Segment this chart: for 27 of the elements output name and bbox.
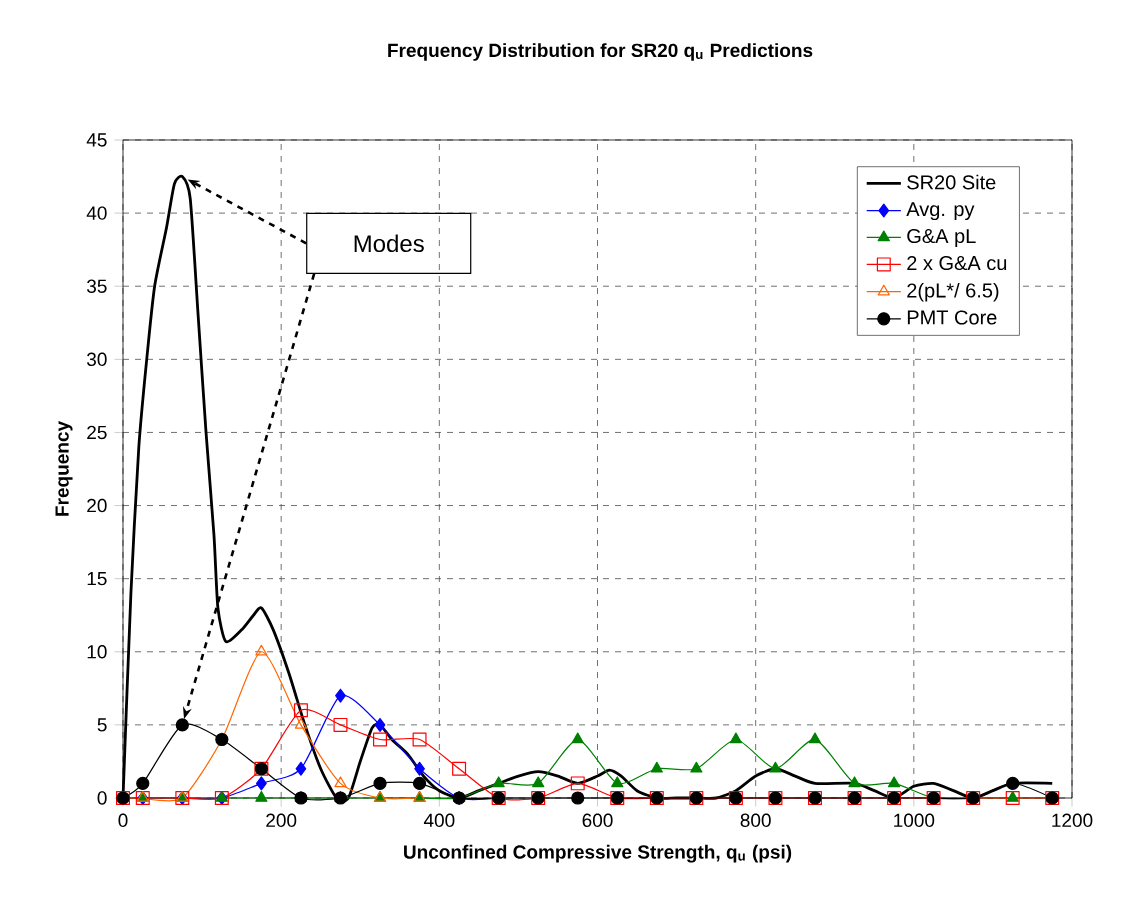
- x-axis-title: Unconfined Compressive Strength, q$_{u}$ (psi): [404, 844, 792, 863]
- legend-label: SR20 Site: [907, 174, 996, 190]
- y-tick-label: 45: [86, 133, 107, 147]
- y-tick-label: 30: [86, 352, 107, 367]
- x-tick-label: 200: [266, 813, 297, 828]
- legend-label: G&A pL: [907, 228, 976, 248]
- legend-label: PMT Core: [907, 310, 997, 325]
- y-axis-title: Frequency: [55, 421, 73, 516]
- y-tick-label: 25: [87, 425, 107, 440]
- y-tick-label: 0: [97, 791, 107, 805]
- y-tick-label: 5: [97, 718, 107, 732]
- y-tick-label: 40: [86, 206, 107, 220]
- legend-label: 2(pL*/ 6.5): [907, 282, 999, 302]
- legend-label: Avg. py: [906, 202, 975, 221]
- y-tick-label: 35: [86, 279, 107, 293]
- x-tick-label: 0: [118, 813, 128, 828]
- x-tick-label: 800: [740, 813, 771, 828]
- x-tick-label: 600: [582, 813, 613, 828]
- chart-title: Frequency Distribution for SR20 q$_{u}$ Predictions: [388, 43, 813, 61]
- annotation: Modes: [354, 234, 424, 253]
- x-tick-label: 1200: [1052, 813, 1093, 828]
- y-tick-label: 20: [87, 498, 107, 513]
- y-tick-label: 15: [87, 572, 107, 586]
- x-tick-label: 400: [423, 813, 455, 828]
- y-tick-label: 10: [87, 645, 107, 659]
- x-tick-label: 1000: [894, 813, 935, 828]
- legend-label: 2 x G&A cu: [907, 255, 1007, 271]
